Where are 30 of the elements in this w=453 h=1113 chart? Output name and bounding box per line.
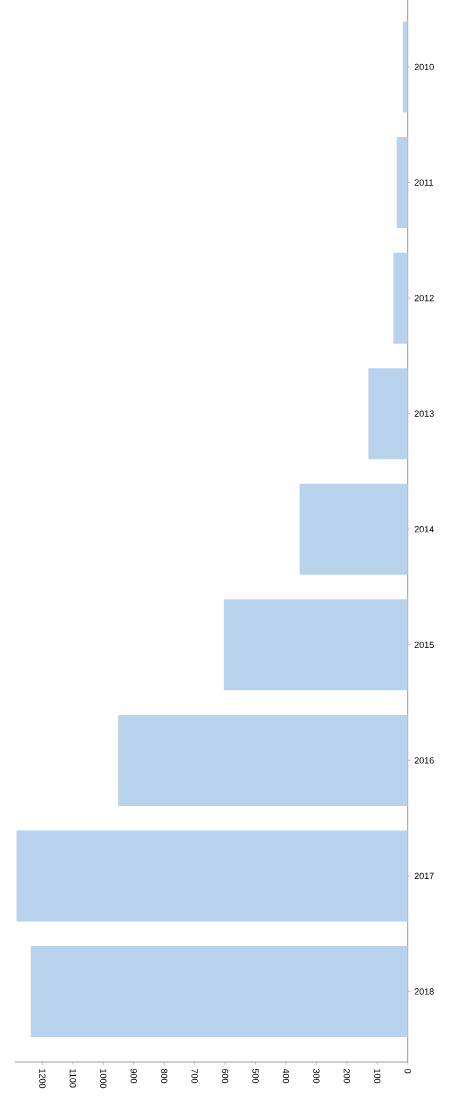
y-tick-label: 2017 xyxy=(414,872,434,880)
bar xyxy=(368,368,408,460)
x-tick-label: 300 xyxy=(313,1068,320,1084)
x-tick-label: 0 xyxy=(404,1068,411,1074)
bar xyxy=(393,252,408,344)
x-tick-label: 1100 xyxy=(69,1069,77,1088)
bar xyxy=(223,599,408,691)
y-tick-label: 2013 xyxy=(414,410,434,417)
x-tick-label: 500 xyxy=(252,1068,259,1084)
bar xyxy=(16,830,408,922)
y-tick-label: 2015 xyxy=(414,641,434,648)
x-tick-label: 900 xyxy=(130,1068,137,1084)
x-tick-label: 800 xyxy=(160,1068,168,1084)
bar xyxy=(299,483,408,575)
x-tick-label: 1200 xyxy=(39,1069,46,1089)
x-tick-label: 1000 xyxy=(100,1069,107,1089)
x-tick-label: 200 xyxy=(343,1068,350,1084)
x-tick-label: 400 xyxy=(282,1068,290,1084)
y-tick-label: 2016 xyxy=(414,757,434,764)
y-tick-label: 2018 xyxy=(414,988,434,995)
bar xyxy=(30,946,408,1038)
y-tick-label: 2012 xyxy=(414,294,434,302)
x-tick-label: 100 xyxy=(374,1069,381,1084)
x-tick-label: 700 xyxy=(191,1068,198,1084)
y-tick-label: 2010 xyxy=(414,63,434,71)
bar xyxy=(396,137,408,229)
y-tick-label: 2014 xyxy=(414,526,434,533)
x-tick-label: 600 xyxy=(221,1068,229,1084)
bar xyxy=(118,714,408,806)
y-tick-label: 2011 xyxy=(414,179,434,186)
